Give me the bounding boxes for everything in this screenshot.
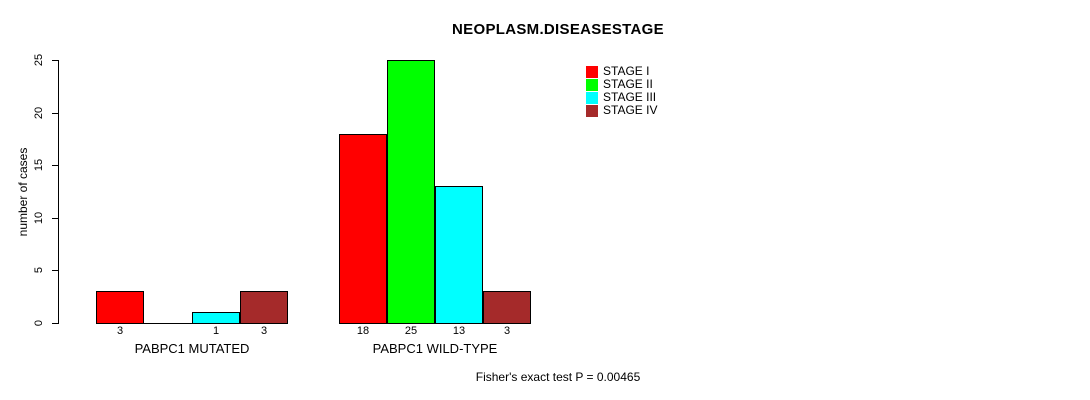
bar-stage-iii [435,186,483,324]
y-tick-label: 25 [33,53,45,67]
legend-label: STAGE II [603,77,653,91]
bar-value-label: 25 [404,325,418,337]
bar-value-label: 3 [116,325,124,337]
legend-swatch-icon [586,78,598,91]
legend-row: STAGE III [586,91,657,104]
legend-row: STAGE I [586,65,657,78]
y-tick-mark [52,165,58,166]
legend-swatch-icon [586,91,598,104]
bar-value-label: 3 [260,325,268,337]
bar-stage-iii [192,312,240,324]
y-tick-mark [52,270,58,271]
legend-swatch-icon [586,104,598,117]
bar-value-label: 1 [212,325,220,337]
y-axis-line [58,60,59,324]
legend-label: STAGE IV [603,103,658,117]
bar-stage-i [339,134,387,324]
bar-stage-ii [387,60,435,324]
y-tick-label: 20 [33,106,45,120]
y-tick-label: 10 [33,211,45,225]
x-category-label: PABPC1 MUTATED [134,341,250,356]
bar-stage-iv [240,291,288,324]
statistical-test-annotation: Fisher's exact test P = 0.00465 [475,370,641,384]
legend-row: STAGE IV [586,104,657,117]
y-tick-mark [52,60,58,61]
y-tick-label: 5 [33,266,45,274]
y-tick-mark [52,323,58,324]
y-tick-mark [52,113,58,114]
bar-value-label: 3 [503,325,511,337]
y-axis-title: number of cases [16,147,30,237]
legend-swatch-icon [586,65,598,78]
zero-height-bar [144,323,192,324]
bar-value-label: 13 [452,325,466,337]
legend-row: STAGE II [586,78,657,91]
y-tick-label: 0 [33,319,45,327]
y-tick-label: 15 [33,158,45,172]
y-tick-mark [52,218,58,219]
bar-value-label: 18 [356,325,370,337]
bar-stage-i [96,291,144,324]
chart-title: NEOPLASM.DISEASESTAGE [452,21,664,38]
legend: STAGE I STAGE II STAGE III STAGE IV [586,65,657,117]
legend-label: STAGE I [603,64,650,78]
legend-label: STAGE III [603,90,657,104]
x-category-label: PABPC1 WILD-TYPE [372,341,498,356]
bar-stage-iv [483,291,531,324]
